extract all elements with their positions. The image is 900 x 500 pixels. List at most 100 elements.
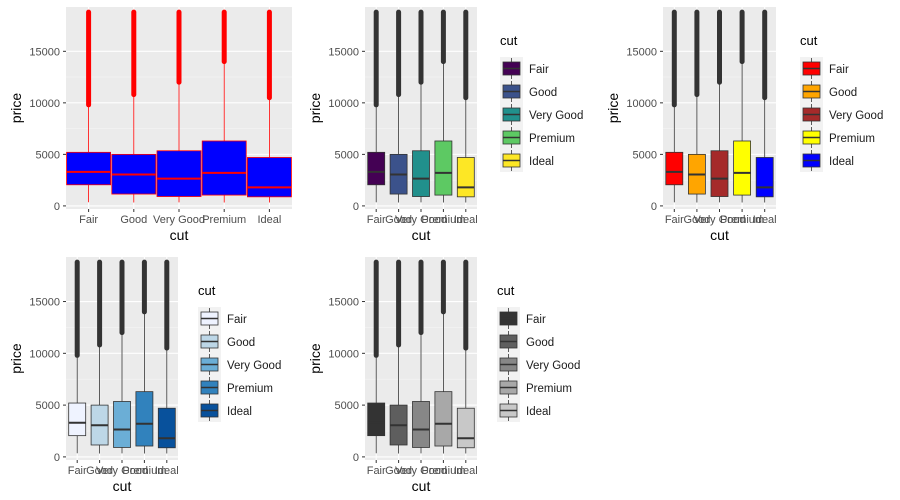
legend-key: [800, 103, 823, 126]
y-tick-label: 5000: [36, 400, 60, 412]
y-axis-title: price: [8, 93, 24, 124]
box-premium: [135, 259, 154, 454]
legend: cut Fair Good Very Good Premium Ideal: [800, 33, 883, 172]
iqr-box: [201, 140, 247, 196]
x-tick-label: Good: [385, 465, 412, 477]
iqr-box: [157, 407, 176, 449]
y-tick-label: 15000: [626, 46, 657, 58]
x-tick-label: Good: [385, 214, 412, 226]
x-tick-label: Ideal: [257, 214, 281, 226]
box-ideal: [456, 9, 475, 203]
x-tick-label: Very Good: [395, 214, 447, 226]
iqr-box: [434, 391, 453, 447]
legend-label: Ideal: [829, 156, 854, 168]
x-tick-label: Premium: [421, 214, 465, 226]
x-tick-label: Fair: [367, 214, 386, 226]
x-tick-label: Fair: [68, 465, 87, 477]
x-axis-title: cut: [113, 478, 132, 494]
box-ideal: [246, 9, 292, 203]
legend-key: [500, 80, 523, 103]
box-fair: [367, 259, 386, 454]
iqr-box: [113, 401, 131, 448]
x-tick-label: Ideal: [155, 465, 179, 477]
box-good: [90, 259, 109, 454]
y-tick-label: 10000: [328, 348, 359, 360]
y-tick-label: 5000: [36, 149, 60, 161]
y-tick-label: 5000: [335, 149, 359, 161]
legend-label: Fair: [227, 314, 247, 326]
legend-key: [198, 376, 221, 399]
box-premium: [733, 9, 751, 203]
legend-title: cut: [198, 283, 216, 298]
legend-label: Very Good: [829, 110, 883, 122]
y-tick-label: 15000: [328, 297, 359, 309]
box-ideal: [456, 259, 475, 454]
legend-key: [500, 126, 523, 149]
iqr-box: [135, 391, 154, 447]
legend-label: Very Good: [227, 360, 281, 372]
legend-key: [500, 57, 523, 80]
x-tick-label: Very Good: [96, 465, 148, 477]
x-tick-label: Ideal: [454, 465, 478, 477]
y-tick-label: 10000: [328, 98, 359, 110]
legend-label: Good: [526, 337, 554, 349]
legend-title: cut: [497, 283, 515, 298]
x-tick-label: Very Good: [694, 214, 746, 226]
box-good: [389, 259, 408, 454]
legend-label: Fair: [529, 64, 549, 76]
legend-key: [497, 307, 520, 330]
box-very-good: [710, 9, 729, 203]
box-very-good: [113, 259, 131, 454]
x-tick-label: Premium: [122, 465, 166, 477]
legend-label: Ideal: [529, 156, 554, 168]
x-tick-label: Ideal: [753, 214, 777, 226]
iqr-box: [456, 157, 475, 198]
y-axis-title: price: [605, 93, 621, 124]
legend-label: Good: [829, 87, 857, 99]
y-tick-label: 0: [54, 452, 60, 464]
box-fair: [66, 9, 111, 203]
y-axis-title: price: [8, 343, 24, 374]
legend-key: [800, 57, 823, 80]
x-axis-title: cut: [710, 227, 729, 243]
legend-label: Premium: [829, 133, 875, 145]
legend-label: Fair: [829, 64, 849, 76]
y-tick-label: 0: [54, 201, 60, 213]
legend-key: [800, 126, 823, 149]
legend-key: [198, 307, 221, 330]
box-fair: [367, 9, 386, 203]
iqr-box: [755, 157, 774, 198]
box-premium: [434, 259, 453, 454]
box-very-good: [156, 9, 202, 203]
iqr-box: [66, 151, 111, 186]
iqr-box: [665, 151, 684, 186]
iqr-box: [710, 150, 729, 197]
y-tick-label: 5000: [335, 400, 359, 412]
box-very-good: [412, 9, 430, 203]
x-tick-label: Good: [683, 214, 710, 226]
y-tick-label: 15000: [328, 46, 359, 58]
legend-key: [497, 399, 520, 422]
legend: cut Fair Good Very Good Premium Ideal: [198, 283, 281, 422]
legend-key: [800, 149, 823, 172]
y-tick-label: 10000: [626, 98, 657, 110]
x-tick-label: Ideal: [454, 214, 478, 226]
x-tick-label: Premium: [720, 214, 764, 226]
x-tick-label: Good: [86, 465, 113, 477]
legend-label: Very Good: [526, 360, 580, 372]
x-tick-label: Premium: [421, 465, 465, 477]
legend-key: [500, 149, 523, 172]
y-tick-label: 15000: [29, 46, 60, 58]
box-good: [389, 9, 408, 203]
iqr-box: [367, 402, 386, 437]
y-tick-label: 10000: [29, 348, 60, 360]
y-tick-label: 10000: [29, 98, 60, 110]
legend-key: [800, 80, 823, 103]
legend-label: Premium: [526, 383, 572, 395]
box-premium: [201, 9, 247, 203]
